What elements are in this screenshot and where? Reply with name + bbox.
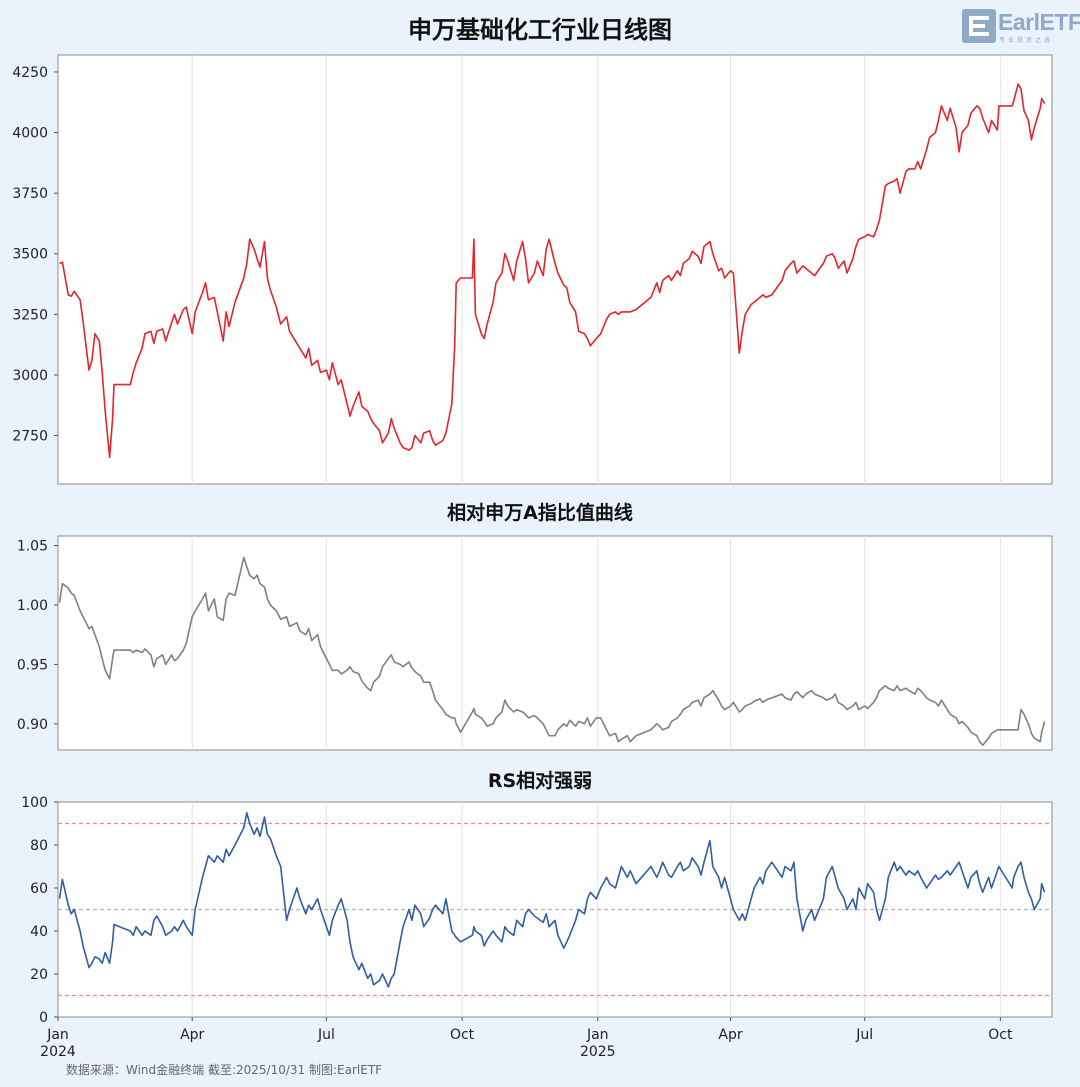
rs-y-tick-label: 40	[30, 924, 48, 940]
chart-title: 申万基础化工行业日线图	[408, 16, 672, 44]
ratio-plot-area	[57, 535, 1053, 751]
ratio-y-tick-label: 0.90	[17, 717, 48, 733]
x-tick-label: Jan	[586, 1027, 609, 1043]
rs-y-tick-label: 60	[30, 881, 48, 897]
x-tick-year-label: 2024	[40, 1044, 76, 1060]
price-series-line	[59, 83, 1046, 459]
rs-y-tick-label: 80	[30, 838, 48, 854]
rs-y-tick-label: 0	[39, 1010, 48, 1026]
price-y-tick-label: 3750	[12, 186, 48, 202]
ratio-y-tick-label: 1.00	[17, 598, 48, 614]
price-y-tick-label: 3500	[12, 247, 48, 263]
price-y-tick-label: 3000	[12, 368, 48, 384]
x-tick-label: Jul	[855, 1027, 873, 1043]
data-source-note: 数据来源：Wind金融终端 截至:2025/10/31 制图:EarlETF	[66, 1063, 383, 1077]
rs-y-tick-label: 20	[30, 967, 48, 983]
price-y-tick-label: 2750	[12, 429, 48, 445]
brand-logo: EarlETF 专业投资之选	[962, 9, 1080, 44]
ratio-chart-title: 相对申万A指比值曲线	[447, 502, 633, 524]
logo-tagline: 专业投资之选	[999, 37, 1054, 44]
ratio-series-line	[58, 556, 1046, 747]
logo-mark-icon	[962, 9, 996, 43]
rs-chart-title: RS相对强弱	[487, 770, 593, 792]
x-tick-label: Apr	[180, 1027, 204, 1043]
x-tick-label: Jul	[317, 1027, 335, 1043]
price-y-tick-label: 3250	[12, 307, 48, 323]
x-tick-label: Oct	[988, 1027, 1013, 1043]
x-tick-label: Oct	[450, 1027, 475, 1043]
x-tick-label: Jan	[46, 1027, 69, 1043]
rs-y-tick-label: 100	[21, 795, 48, 811]
price-y-tick-label: 4250	[12, 65, 48, 81]
logo-wordmark: EarlETF	[998, 9, 1080, 35]
ratio-y-tick-label: 1.05	[17, 539, 48, 555]
ratio-y-tick-label: 0.95	[17, 657, 48, 673]
price-y-tick-label: 4000	[12, 126, 48, 142]
x-tick-year-label: 2025	[580, 1044, 616, 1060]
rs-series-line	[58, 811, 1046, 988]
price-plot-area	[57, 54, 1053, 485]
x-tick-label: Apr	[718, 1027, 742, 1043]
